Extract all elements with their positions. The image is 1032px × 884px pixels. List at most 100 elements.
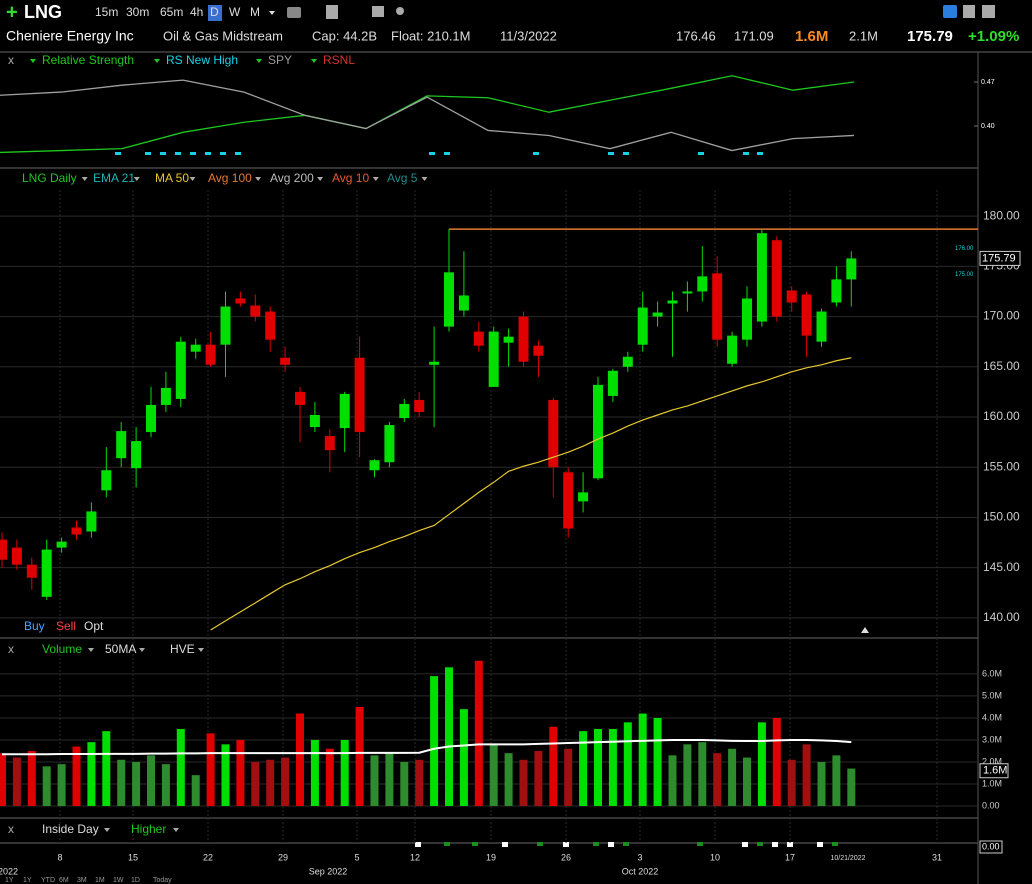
- symbol[interactable]: LNG: [24, 2, 62, 22]
- timeframe[interactable]: D: [210, 5, 219, 19]
- add-icon[interactable]: +: [6, 1, 18, 23]
- dropdown-arrow[interactable]: [88, 648, 94, 652]
- dropdown-arrow[interactable]: [81, 177, 88, 181]
- close-button[interactable]: x: [8, 642, 14, 656]
- dropdown-arrow[interactable]: [421, 177, 428, 181]
- higher-dot: [593, 842, 599, 846]
- inside-day-dot: [772, 842, 778, 847]
- candle-body: [756, 233, 767, 322]
- rs-line: [0, 75, 855, 154]
- side-tag: 176.00: [955, 246, 974, 252]
- volume-bar: [385, 753, 394, 806]
- y-tick-label: 145.00: [983, 560, 1020, 574]
- legend-item[interactable]: Avg 5: [387, 171, 418, 185]
- trade-button[interactable]: Sell: [56, 619, 76, 633]
- volume-bar: [445, 667, 453, 806]
- timeframe[interactable]: 30m: [126, 5, 149, 19]
- range-button[interactable]: 1M: [95, 877, 105, 884]
- legend-item[interactable]: LNG Daily: [22, 171, 77, 185]
- date-label: 10: [710, 852, 720, 862]
- legend-item[interactable]: HVE: [170, 642, 195, 656]
- icon[interactable]: [326, 5, 338, 19]
- volume-avg-line: [2, 738, 852, 756]
- legend-icon[interactable]: [30, 59, 36, 63]
- range-button[interactable]: 1Y: [5, 877, 14, 884]
- volume-bar: [549, 726, 558, 806]
- dropdown-arrow[interactable]: [139, 648, 145, 652]
- dropdown-arrow[interactable]: [372, 177, 379, 181]
- dropdown-arrow[interactable]: [104, 828, 110, 832]
- legend-item[interactable]: RS New High: [166, 53, 238, 67]
- range-button[interactable]: 6M: [59, 877, 69, 884]
- volume-bar: [102, 731, 111, 806]
- legend-item[interactable]: RSNL: [323, 53, 355, 67]
- dropdown-arrow[interactable]: [317, 177, 324, 181]
- legend-item[interactable]: Avg 10: [332, 171, 369, 185]
- volume-bar: [638, 713, 647, 806]
- range-button[interactable]: Today: [153, 877, 172, 884]
- legend-item[interactable]: SPY: [268, 53, 292, 67]
- volume-bar: [355, 706, 364, 806]
- trade-button[interactable]: Opt: [84, 619, 104, 633]
- dropdown-arrow[interactable]: [189, 177, 196, 181]
- icon[interactable]: [287, 7, 301, 18]
- timeframe[interactable]: M: [250, 5, 260, 19]
- higher-dot: [472, 842, 478, 846]
- y-tick-label: 0.40: [981, 123, 995, 130]
- range-button[interactable]: YTD: [41, 877, 55, 884]
- close-button[interactable]: x: [8, 53, 14, 67]
- range-button[interactable]: 1D: [131, 877, 140, 884]
- higher-dot: [757, 842, 763, 846]
- close-button[interactable]: x: [8, 822, 14, 836]
- volume-bar: [206, 733, 215, 806]
- range-button[interactable]: 1Y: [23, 877, 32, 884]
- legend-icon[interactable]: [311, 59, 317, 63]
- icon[interactable]: [963, 5, 975, 18]
- candle-body: [652, 312, 663, 317]
- legend-icon[interactable]: [256, 59, 262, 63]
- dropdown-arrow[interactable]: [255, 177, 262, 181]
- legend-item[interactable]: Higher: [131, 822, 166, 836]
- y-tick-label: 3.0M: [982, 734, 1002, 744]
- month-label: Sep 2022: [309, 866, 348, 876]
- timeframe[interactable]: 15m: [95, 5, 118, 19]
- legend-item[interactable]: Avg 100: [208, 171, 252, 185]
- dropdown-arrow[interactable]: [198, 648, 204, 652]
- candle-body: [116, 431, 127, 459]
- legend-icon[interactable]: [154, 59, 160, 63]
- y-tick-label: 5.0M: [982, 690, 1002, 700]
- icon[interactable]: [372, 6, 384, 17]
- price-tag-label: 175.79: [982, 252, 1016, 264]
- timeframe[interactable]: 4h: [190, 5, 203, 19]
- rs-new-high-dot: [190, 152, 196, 155]
- date-label: 31: [932, 852, 942, 862]
- trade-button[interactable]: Buy: [24, 619, 45, 633]
- legend-item[interactable]: EMA 21: [93, 171, 135, 185]
- timeframe[interactable]: 65m: [160, 5, 183, 19]
- y-tick-label: 160.00: [983, 409, 1020, 423]
- icon[interactable]: [982, 5, 995, 18]
- legend-item[interactable]: Volume: [42, 642, 82, 656]
- dropdown-arrow[interactable]: [173, 828, 179, 832]
- dropdown-arrow[interactable]: [269, 11, 275, 15]
- candle-body: [771, 240, 782, 317]
- candle-body: [26, 564, 37, 578]
- legend-item[interactable]: MA 50: [155, 171, 189, 185]
- timeframe[interactable]: W: [229, 5, 241, 19]
- rs-new-high-dot: [698, 152, 704, 155]
- last-price: 175.79: [907, 28, 953, 45]
- date-label: 22: [203, 852, 213, 862]
- dropdown-arrow[interactable]: [133, 177, 140, 181]
- icon[interactable]: [943, 5, 957, 18]
- range-button[interactable]: 3M: [77, 877, 87, 884]
- legend-item[interactable]: Inside Day: [42, 822, 99, 836]
- candle-body: [548, 399, 559, 468]
- legend-item[interactable]: Relative Strength: [42, 53, 134, 67]
- icon[interactable]: [396, 7, 404, 15]
- range-button[interactable]: 1W: [113, 877, 124, 884]
- inside-day-dot: [742, 842, 748, 847]
- legend-item[interactable]: Avg 200: [270, 171, 314, 185]
- candle-body: [220, 306, 231, 345]
- candle-body: [41, 549, 52, 597]
- legend-item[interactable]: 50MA: [105, 642, 136, 656]
